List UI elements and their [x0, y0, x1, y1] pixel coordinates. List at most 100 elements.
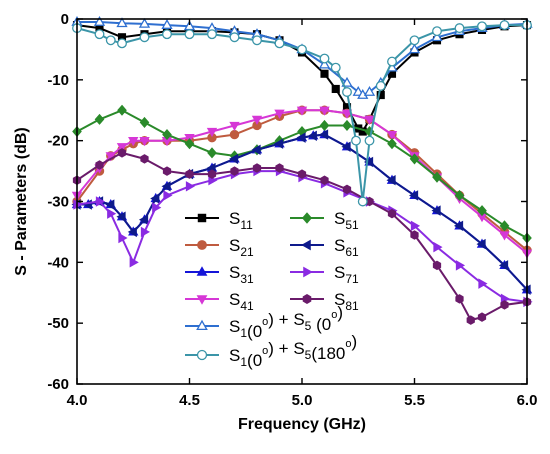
legend-label-sub: 11	[240, 218, 253, 232]
series-s1_0_s5_180	[72, 20, 532, 207]
data-point	[140, 154, 149, 164]
data-point	[477, 205, 487, 217]
legend-label-sub: 51	[345, 218, 359, 232]
data-point	[357, 196, 368, 207]
data-point	[196, 295, 208, 305]
data-point	[229, 121, 240, 131]
data-point	[185, 181, 196, 192]
data-point	[318, 129, 329, 140]
data-point	[499, 220, 510, 232]
data-point	[476, 238, 486, 250]
data-point	[196, 319, 208, 331]
data-point	[116, 211, 126, 222]
legend-item-s1_0_s5_0: S1(0o) + S5 (0o)	[185, 303, 343, 341]
legend-item-s11: S11	[185, 209, 253, 232]
data-point	[118, 232, 128, 244]
data-point	[185, 169, 194, 179]
data-point	[93, 15, 106, 26]
data-point	[386, 130, 398, 141]
legend-label-part: 1	[240, 326, 247, 340]
data-point	[431, 205, 441, 216]
data-point	[207, 147, 217, 159]
data-point	[184, 29, 195, 40]
data-point	[163, 190, 173, 201]
y-axis-label: S - Parameters (dB)	[13, 127, 30, 276]
data-point	[117, 104, 127, 116]
legend-label-main: S	[334, 209, 345, 228]
data-point	[498, 260, 509, 271]
legend-label-main: S	[229, 263, 240, 282]
data-point	[387, 138, 397, 150]
data-point	[107, 208, 117, 219]
legend-label: S81	[334, 290, 359, 313]
data-point	[375, 80, 386, 91]
data-point	[330, 62, 341, 73]
legend-label-part: )	[352, 332, 358, 351]
legend-item-s71: S71	[290, 263, 359, 286]
series-s81	[72, 148, 532, 325]
data-point	[499, 231, 510, 241]
x-tick-label: 4.5	[179, 392, 200, 409]
data-point	[139, 116, 150, 128]
legend-label-part: (0	[247, 322, 262, 341]
data-point	[229, 32, 240, 43]
series-layer	[71, 15, 533, 325]
legend-label-part: S	[229, 346, 240, 365]
y-tick-label: 0	[61, 11, 69, 28]
legend-label-part: (0	[311, 315, 331, 334]
data-point	[387, 56, 397, 67]
data-point	[303, 266, 313, 278]
legend-label: S1(0o) + S5(180o)	[229, 332, 357, 370]
data-point	[318, 58, 331, 69]
data-point	[341, 76, 353, 87]
data-point	[252, 35, 262, 46]
data-point	[455, 260, 466, 271]
data-point	[297, 44, 307, 55]
data-point	[162, 129, 172, 141]
legend-label-sub: 81	[345, 299, 359, 313]
data-point	[319, 53, 330, 64]
data-point	[376, 90, 385, 100]
data-point	[296, 132, 306, 143]
x-axis-label: Frequency (GHz)	[238, 416, 366, 433]
data-point	[408, 190, 419, 201]
data-point	[454, 23, 465, 34]
data-point	[117, 38, 127, 49]
legend-label-part: )	[337, 303, 343, 322]
data-point	[364, 135, 375, 146]
data-point	[341, 141, 351, 152]
data-point	[105, 199, 115, 210]
data-point	[409, 153, 420, 165]
legend-label-sub: 41	[240, 299, 254, 313]
legend-label-sub: 31	[240, 272, 254, 286]
x-tick-label: 6.0	[517, 392, 538, 409]
series-line	[77, 21, 528, 96]
legend-label: S31	[229, 263, 254, 286]
data-point	[331, 84, 340, 94]
data-point	[95, 160, 104, 170]
legend-label-main: S	[229, 209, 240, 228]
data-point	[274, 109, 285, 119]
legend-item-s41: S41	[185, 290, 254, 313]
legend-label-part: o	[262, 345, 268, 357]
series-s61	[71, 129, 531, 295]
data-point	[433, 241, 443, 253]
legend-label-part: (180	[311, 344, 345, 363]
data-point	[364, 115, 375, 125]
data-point	[162, 166, 172, 176]
legend-label-sub: 21	[240, 245, 254, 259]
legend-label: S41	[229, 290, 254, 313]
data-point	[105, 35, 116, 46]
legend-label-main: S	[334, 263, 345, 282]
data-point	[342, 87, 352, 97]
data-point	[301, 239, 311, 251]
data-point	[466, 315, 475, 325]
data-point	[94, 29, 105, 40]
legend-label-part: 5	[305, 348, 312, 362]
legend-label-main: S	[334, 236, 345, 255]
data-point	[252, 163, 262, 173]
data-point	[197, 213, 207, 223]
data-point	[454, 189, 465, 201]
data-point	[387, 208, 397, 219]
